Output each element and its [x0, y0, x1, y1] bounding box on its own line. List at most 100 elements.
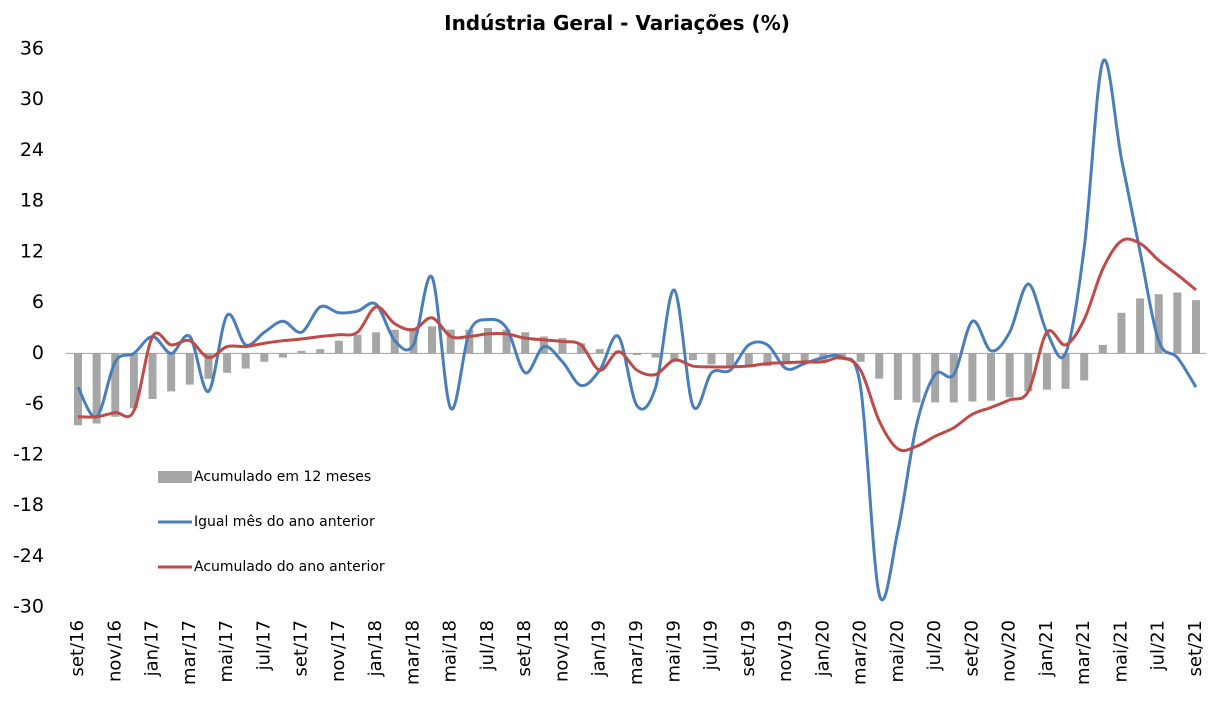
- bar: [129, 353, 138, 409]
- y-tick-label: 24: [20, 139, 44, 161]
- x-tick-label: jul/17: [253, 620, 274, 671]
- x-tick-label: mai/21: [1110, 620, 1131, 683]
- x-tick-label: jul/18: [477, 620, 498, 671]
- bar: [316, 349, 325, 354]
- bar: [483, 328, 492, 354]
- y-tick-label: -30: [13, 596, 44, 618]
- bar: [204, 353, 213, 379]
- bar: [1061, 353, 1070, 389]
- bar: [782, 353, 791, 365]
- bar: [521, 332, 530, 354]
- bar: [1154, 294, 1163, 354]
- bar: [726, 353, 735, 367]
- bar: [744, 353, 753, 367]
- x-tick-label: jan/21: [1036, 620, 1057, 677]
- bar: [372, 332, 381, 354]
- bar: [707, 353, 716, 365]
- y-tick-label: 0: [32, 342, 44, 364]
- bar: [1098, 344, 1107, 354]
- x-tick-label: jul/20: [924, 620, 945, 671]
- y-tick-label: -6: [25, 393, 44, 415]
- bar: [148, 353, 157, 400]
- x-tick-label: mar/17: [179, 620, 200, 685]
- bar: [223, 353, 232, 373]
- x-tick-label: set/16: [67, 620, 88, 676]
- bar: [409, 328, 418, 354]
- x-tick-label: mai/18: [440, 620, 461, 683]
- bar: [577, 343, 586, 354]
- bar: [167, 353, 176, 392]
- x-tick-label: jul/21: [1148, 620, 1169, 671]
- x-tick-label: set/19: [738, 620, 759, 676]
- y-tick-label: 36: [20, 38, 44, 60]
- bar: [1192, 300, 1200, 354]
- bar: [1173, 292, 1182, 354]
- bar: [949, 353, 958, 403]
- bar: [987, 353, 996, 401]
- bar: [651, 353, 660, 358]
- x-tick-label: nov/17: [328, 620, 349, 682]
- x-tick-label: jan/17: [142, 620, 163, 677]
- x-tick-label: set/21: [1185, 620, 1206, 676]
- bar: [111, 353, 120, 417]
- x-tick-label: set/18: [514, 620, 535, 676]
- bar: [1005, 353, 1014, 398]
- chart-title: Indústria Geral - Variações (%): [444, 11, 790, 35]
- bar: [633, 353, 641, 356]
- x-tick-label: mai/20: [887, 620, 908, 683]
- bar: [763, 353, 772, 367]
- line: [77, 237, 1197, 453]
- y-tick-label: -24: [13, 545, 44, 567]
- x-tick-label: mar/18: [402, 620, 423, 685]
- x-tick-label: nov/16: [104, 620, 125, 682]
- y-tick-label: -18: [13, 494, 44, 516]
- x-tick-label: mar/21: [1073, 620, 1094, 685]
- bar: [465, 329, 474, 354]
- x-tick-label: set/20: [961, 620, 982, 676]
- bar: [334, 340, 343, 354]
- x-tick-label: jul/19: [701, 620, 722, 671]
- legend-label: Acumulado em 12 meses: [194, 469, 371, 485]
- bar: [558, 338, 567, 354]
- bar: [800, 353, 809, 364]
- y-tick-label: 12: [20, 240, 44, 262]
- bar: [595, 349, 604, 354]
- bar: [875, 353, 884, 379]
- bar: [428, 326, 437, 354]
- x-tick-label: set/17: [291, 620, 312, 676]
- x-tick-label: jan/20: [812, 620, 833, 677]
- bar: [688, 353, 697, 361]
- x-tick-label: nov/19: [775, 620, 796, 682]
- bar: [893, 353, 902, 400]
- bar: [1080, 353, 1089, 381]
- y-tick-label: 6: [32, 291, 44, 313]
- bar: [1136, 298, 1145, 354]
- bar: [912, 353, 921, 403]
- bar: [260, 353, 269, 362]
- bar: [1024, 353, 1033, 392]
- x-tick-label: nov/18: [551, 620, 572, 682]
- x-tick-label: mai/19: [663, 620, 684, 683]
- bar: [297, 350, 306, 354]
- y-tick-label: 18: [20, 190, 44, 212]
- bar: [92, 353, 101, 424]
- bar: [1117, 312, 1126, 354]
- bar: [446, 329, 455, 354]
- x-tick-label: jan/19: [589, 620, 610, 677]
- legend-label: Igual mês do ano anterior: [194, 514, 375, 530]
- bar: [968, 353, 977, 402]
- x-tick-label: nov/20: [999, 620, 1020, 682]
- y-tick-label: 30: [20, 88, 44, 110]
- bar: [185, 353, 194, 385]
- legend-swatch: [158, 471, 192, 483]
- bar: [670, 353, 679, 362]
- x-tick-label: mar/20: [850, 620, 871, 685]
- bar: [856, 353, 865, 362]
- x-tick-label: mar/19: [626, 620, 647, 685]
- bar: [539, 336, 548, 354]
- bar: [241, 353, 250, 369]
- x-tick-label: mai/17: [216, 620, 237, 683]
- y-tick-label: -12: [13, 443, 44, 465]
- bar: [502, 329, 511, 354]
